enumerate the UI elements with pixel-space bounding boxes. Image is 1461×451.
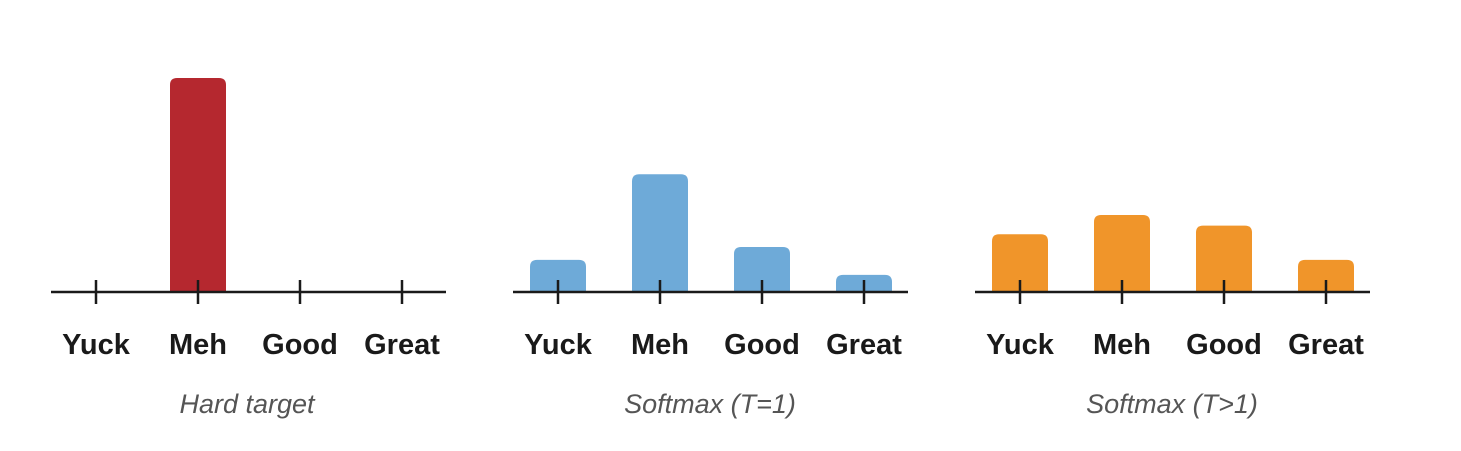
tick-label-softmax-t1-yuck: Yuck <box>524 329 593 361</box>
bar-softmax-t1-yuck <box>530 259 586 292</box>
tick-label-hard-target-great: Great <box>364 329 440 361</box>
chart-panel-softmax-tgt1: Softmax (T>1) Yuck Meh Good Great <box>975 214 1370 419</box>
tick-label-softmax-t1-good: Good <box>724 329 800 361</box>
tick-label-hard-target-good: Good <box>262 329 338 361</box>
bar-softmax-t1-good <box>734 247 790 292</box>
tick-label-hard-target-meh: Meh <box>169 329 227 361</box>
tick-label-softmax-t1-great: Great <box>826 329 902 361</box>
tick-label-softmax-tgt1-good: Good <box>1186 329 1262 361</box>
tick-label-softmax-tgt1-yuck: Yuck <box>986 329 1055 361</box>
chart-caption-softmax-t1: Softmax (T=1) <box>624 389 796 419</box>
chart-caption-hard-target: Hard target <box>179 389 316 419</box>
tick-label-softmax-tgt1-meh: Meh <box>1093 329 1151 361</box>
bar-softmax-tgt1-meh <box>1094 214 1150 292</box>
bar-softmax-tgt1-great <box>1298 259 1354 292</box>
bar-softmax-tgt1-good <box>1196 225 1252 292</box>
tick-label-hard-target-yuck: Yuck <box>62 329 131 361</box>
chart-panel-hard-target: Hard target Yuck Meh Good Great <box>51 78 446 419</box>
bar-softmax-tgt1-yuck <box>992 234 1048 292</box>
tick-label-softmax-t1-meh: Meh <box>631 329 689 361</box>
bar-hard-target-meh <box>170 78 226 292</box>
chart-caption-softmax-tgt1: Softmax (T>1) <box>1086 389 1258 419</box>
tick-label-softmax-tgt1-great: Great <box>1288 329 1364 361</box>
bar-softmax-t1-meh <box>632 174 688 292</box>
chart-panel-softmax-t1: Softmax (T=1) Yuck Meh Good Great <box>513 174 908 419</box>
